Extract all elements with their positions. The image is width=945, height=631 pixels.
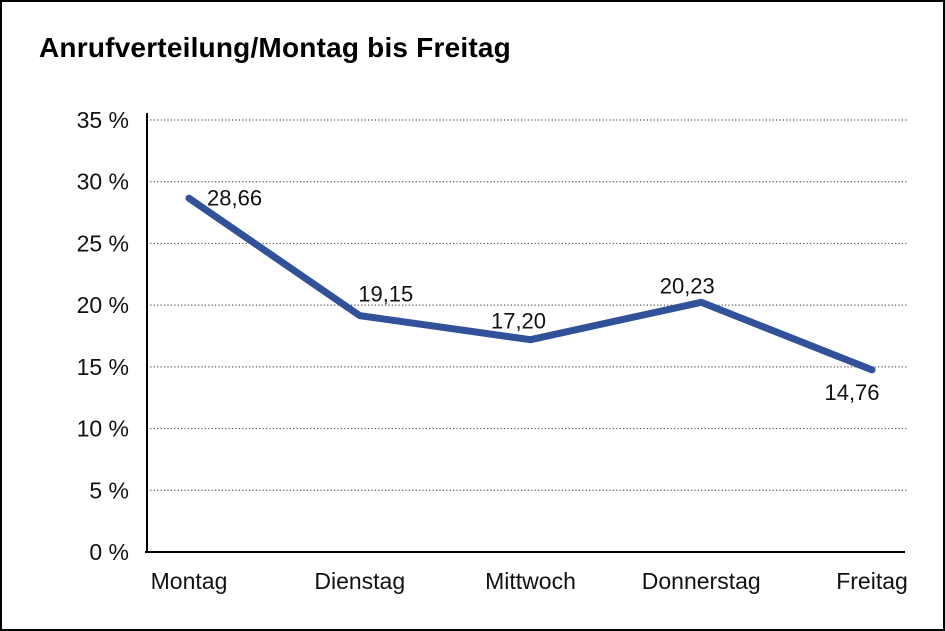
x-axis-category-label: Donnerstag bbox=[642, 568, 761, 594]
y-axis-tick-label: 5 % bbox=[89, 477, 129, 503]
y-axis-tick-label: 20 % bbox=[77, 292, 129, 318]
x-axis-category-label: Mittwoch bbox=[485, 568, 576, 594]
x-axis-category-label: Freitag bbox=[836, 568, 908, 594]
chart-title: Anrufverteilung/Montag bis Freitag bbox=[39, 32, 511, 63]
x-axis-category-label: Dienstag bbox=[314, 568, 405, 594]
y-axis-tick-label: 35 % bbox=[77, 107, 129, 133]
data-point-label: 19,15 bbox=[358, 282, 413, 307]
data-point-label: 14,76 bbox=[824, 380, 879, 405]
series-line bbox=[185, 194, 876, 374]
x-axis-category-label: Montag bbox=[151, 568, 228, 594]
data-point-label: 28,66 bbox=[207, 185, 262, 210]
y-axis-tick-label: 15 % bbox=[77, 354, 129, 380]
y-axis-tick-label: 30 % bbox=[77, 169, 129, 195]
y-axis-tick-label: 10 % bbox=[77, 416, 129, 442]
data-point-label: 20,23 bbox=[660, 273, 715, 298]
y-axis-tick-label: 0 % bbox=[89, 539, 129, 565]
data-point-label: 17,20 bbox=[491, 309, 546, 334]
y-axis-tick-label: 25 % bbox=[77, 230, 129, 256]
